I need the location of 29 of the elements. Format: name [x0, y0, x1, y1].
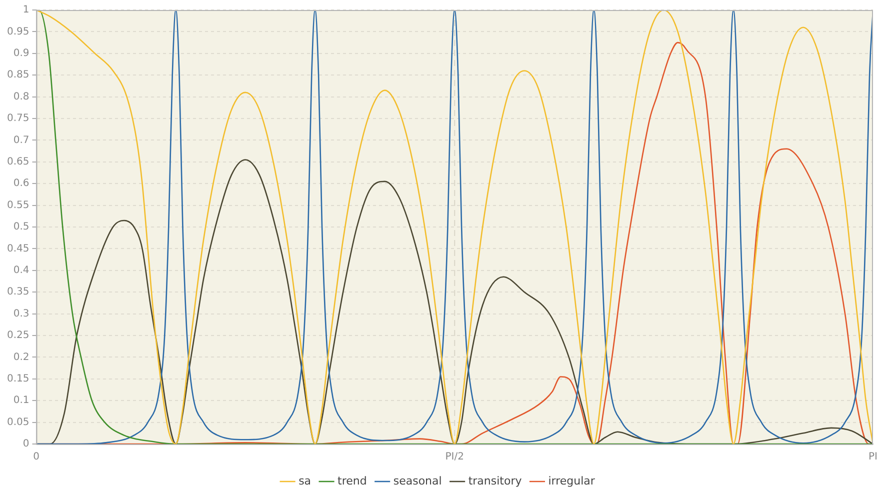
- legend-label: trend: [338, 474, 367, 488]
- y-tick-label: 0.3: [13, 308, 30, 320]
- y-tick-label: 0.75: [7, 113, 30, 124]
- y-tick-label: 0.35: [7, 286, 30, 298]
- y-tick-label: 0.6: [13, 178, 30, 190]
- y-tick-label: 0.05: [7, 416, 30, 428]
- y-tick-label: 0.15: [7, 373, 30, 384]
- y-tick-label: 0.85: [7, 70, 30, 81]
- y-tick-label: 0.95: [7, 26, 30, 38]
- legend-label: seasonal: [393, 474, 442, 488]
- y-tick-label: 0.9: [13, 48, 30, 59]
- legend-label: irregular: [548, 474, 596, 488]
- y-tick-label: 0.2: [13, 352, 30, 363]
- legend-label: sa: [298, 474, 312, 488]
- y-tick-label: 0.25: [7, 330, 30, 342]
- y-tick-label: 1: [22, 4, 30, 16]
- y-tick-label: 0.5: [13, 222, 30, 233]
- x-tick-label: 0: [33, 452, 40, 463]
- y-tick-label: 0.7: [13, 134, 30, 146]
- y-tick-label: 0.4: [13, 264, 30, 276]
- y-tick-label: 0.1: [13, 395, 30, 406]
- y-tick-label: 0.8: [13, 91, 30, 102]
- legend-label: transitory: [468, 474, 522, 488]
- y-tick-label: 0.55: [7, 200, 30, 211]
- y-tick-label: 0: [22, 438, 30, 450]
- y-tick-label: 0.45: [7, 243, 30, 254]
- x-tick-label: PI/2: [445, 452, 464, 463]
- y-tick-label: 0.65: [7, 156, 30, 168]
- x-tick-label: PI: [868, 452, 878, 463]
